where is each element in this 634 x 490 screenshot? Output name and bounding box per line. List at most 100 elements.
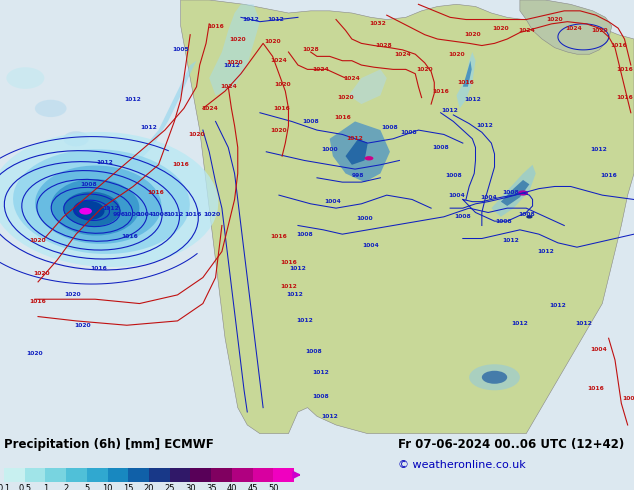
- Polygon shape: [463, 61, 472, 87]
- Text: 1024: 1024: [220, 84, 236, 89]
- Text: 1020: 1020: [30, 238, 46, 243]
- Ellipse shape: [73, 201, 105, 220]
- Text: 25: 25: [164, 484, 175, 490]
- Text: 1016: 1016: [90, 267, 107, 271]
- Text: 1024: 1024: [201, 106, 217, 111]
- Text: 1016: 1016: [432, 89, 449, 94]
- Text: 15: 15: [123, 484, 134, 490]
- Text: 1012: 1012: [537, 249, 553, 254]
- Text: 1012: 1012: [312, 370, 328, 375]
- Text: 1008: 1008: [306, 349, 322, 354]
- Ellipse shape: [63, 192, 120, 226]
- Text: 1016: 1016: [147, 191, 164, 196]
- Text: 1016: 1016: [588, 386, 604, 391]
- Bar: [66, 468, 87, 482]
- Text: 1024: 1024: [312, 67, 328, 72]
- Text: 1012: 1012: [166, 213, 183, 218]
- Text: Precipitation (6h) [mm] ECMWF: Precipitation (6h) [mm] ECMWF: [4, 438, 214, 451]
- Text: 5: 5: [84, 484, 89, 490]
- Text: 1004: 1004: [480, 195, 496, 200]
- Text: 1012: 1012: [103, 206, 119, 211]
- Text: Fr 07-06-2024 00..06 UTC (12+42): Fr 07-06-2024 00..06 UTC (12+42): [398, 438, 624, 451]
- Text: 1012: 1012: [477, 123, 493, 128]
- Text: 1016: 1016: [122, 234, 138, 239]
- Polygon shape: [346, 139, 368, 165]
- Text: 1012: 1012: [442, 108, 458, 113]
- Polygon shape: [181, 0, 634, 434]
- Bar: [149, 468, 170, 482]
- Text: 1016: 1016: [600, 173, 617, 178]
- Text: 1004: 1004: [591, 346, 607, 352]
- Text: 1012: 1012: [347, 136, 363, 141]
- Text: 1008: 1008: [382, 125, 398, 130]
- Text: 1008: 1008: [496, 219, 512, 223]
- Text: 1008: 1008: [81, 182, 97, 187]
- Text: 1012: 1012: [280, 284, 297, 289]
- Text: 1008: 1008: [432, 145, 449, 150]
- Text: 1008: 1008: [455, 214, 471, 220]
- Text: 2: 2: [63, 484, 68, 490]
- Text: 1008: 1008: [296, 232, 313, 237]
- Bar: [4, 468, 25, 482]
- Text: 1020: 1020: [448, 52, 465, 57]
- Text: 1020: 1020: [74, 323, 91, 328]
- Text: 10: 10: [102, 484, 113, 490]
- Ellipse shape: [365, 156, 373, 160]
- Text: 1000: 1000: [124, 213, 141, 218]
- Text: 1012: 1012: [575, 320, 592, 325]
- Text: 1016: 1016: [271, 234, 287, 239]
- Bar: [170, 468, 190, 482]
- Text: 1020: 1020: [337, 95, 354, 100]
- Text: 1020: 1020: [464, 32, 481, 37]
- Text: 20: 20: [144, 484, 154, 490]
- Text: 1020: 1020: [226, 60, 243, 65]
- Text: 1016: 1016: [610, 43, 626, 48]
- Text: 1020: 1020: [264, 39, 281, 44]
- Ellipse shape: [35, 166, 162, 244]
- Text: 1016: 1016: [458, 80, 474, 85]
- Bar: [25, 468, 46, 482]
- Text: 1012: 1012: [96, 160, 113, 165]
- Text: 1005: 1005: [172, 48, 189, 52]
- Polygon shape: [491, 165, 536, 217]
- Text: 1012: 1012: [287, 293, 303, 297]
- Text: 1012: 1012: [242, 17, 259, 22]
- Text: 1020: 1020: [493, 25, 509, 31]
- Text: 1020: 1020: [27, 351, 43, 356]
- Bar: [108, 468, 128, 482]
- Text: 40: 40: [226, 484, 237, 490]
- Text: 1020: 1020: [203, 213, 220, 218]
- Text: 1032: 1032: [369, 22, 385, 26]
- Text: 1020: 1020: [65, 293, 81, 297]
- Bar: [87, 468, 108, 482]
- Text: 1008: 1008: [151, 213, 168, 218]
- Text: 1004: 1004: [325, 199, 341, 204]
- Ellipse shape: [6, 67, 44, 89]
- Text: 1016: 1016: [30, 299, 46, 304]
- Ellipse shape: [35, 100, 67, 117]
- Text: 1016: 1016: [207, 24, 224, 28]
- Text: 1016: 1016: [616, 67, 633, 72]
- Text: 1012: 1012: [296, 318, 313, 323]
- Text: 1024: 1024: [394, 52, 411, 57]
- Text: 1004: 1004: [623, 396, 634, 401]
- Text: 1008: 1008: [445, 173, 462, 178]
- Text: 1024: 1024: [566, 25, 582, 31]
- Text: 1012: 1012: [464, 97, 481, 102]
- Text: 1012: 1012: [141, 125, 157, 130]
- Text: 1020: 1020: [417, 67, 433, 72]
- Text: 1024: 1024: [271, 58, 287, 63]
- Polygon shape: [520, 0, 612, 54]
- Text: 1012: 1012: [502, 238, 519, 243]
- Text: 1008: 1008: [302, 119, 319, 124]
- Text: 1012: 1012: [268, 17, 284, 22]
- Text: 1016: 1016: [184, 213, 201, 218]
- Ellipse shape: [482, 371, 507, 384]
- Text: 996: 996: [113, 213, 126, 218]
- Bar: [232, 468, 252, 482]
- Text: 1020: 1020: [271, 127, 287, 133]
- Text: 1020: 1020: [274, 82, 290, 87]
- Text: 1004: 1004: [363, 243, 379, 247]
- Ellipse shape: [63, 131, 89, 147]
- Text: 1012: 1012: [223, 63, 240, 68]
